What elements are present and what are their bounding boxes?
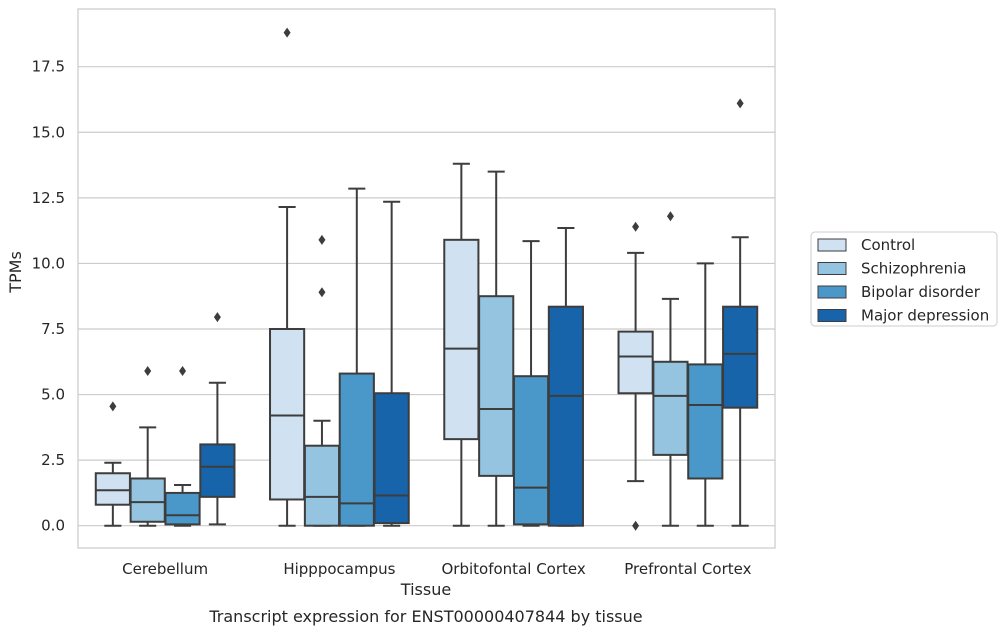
x-tick-label: Hipppocampus (283, 560, 395, 578)
box-plot (199, 312, 236, 526)
outlier-marker (736, 98, 744, 109)
box-plot (652, 211, 689, 527)
iqr-box (687, 363, 724, 480)
box-plot (512, 240, 550, 527)
y-tick-label: 12.5 (32, 189, 65, 207)
outlier-marker (318, 287, 326, 298)
legend-label: Control (861, 236, 915, 254)
box-plot (338, 187, 375, 527)
x-tick-label: Prefrontal Cortex (624, 560, 751, 578)
iqr-box (303, 444, 341, 527)
y-tick-label: 15.0 (32, 123, 65, 141)
outlier-marker (213, 312, 221, 323)
x-axis-ticks: Cerebellum Hipppocampus Orbitofontal Corte… (122, 560, 751, 578)
y-axis-ticks: 0.0 2.5 5.0 7.5 10.0 12.5 15.0 17.5 (32, 58, 65, 535)
legend: Control Schizophrenia Bipolar disorder Majo… (810, 231, 998, 327)
legend-swatch (817, 238, 847, 252)
legend-swatch (817, 285, 847, 299)
iqr-box (94, 472, 131, 506)
y-tick-label: 10.0 (32, 254, 65, 272)
iqr-box (443, 238, 480, 441)
iqr-box (129, 477, 166, 523)
box-plot (443, 162, 480, 527)
series-major-depression (199, 98, 759, 527)
iqr-box (269, 327, 306, 501)
iqr-box (547, 305, 584, 527)
y-tick-label: 0.0 (41, 517, 65, 535)
outlier-marker (632, 520, 640, 531)
x-tick-label: Cerebellum (122, 560, 208, 578)
outlier-marker (632, 221, 640, 232)
iqr-box (338, 372, 375, 527)
chart-caption: Transcript expression for ENST0000040784… (208, 607, 642, 626)
box-plot (129, 365, 166, 527)
y-tick-label: 7.5 (41, 320, 65, 338)
box-plot-series (94, 27, 759, 531)
legend-swatch (817, 262, 847, 275)
iqr-box (722, 305, 759, 409)
y-tick-label: 2.5 (41, 451, 65, 469)
iqr-box (512, 375, 550, 526)
box-plot (617, 221, 654, 531)
iqr-box (199, 443, 236, 498)
iqr-box (164, 491, 201, 526)
y-tick-label: 17.5 (32, 58, 65, 76)
y-axis-label: TPMs (6, 251, 25, 294)
box-plot (478, 170, 515, 527)
outlier-marker (318, 234, 326, 245)
box-plot (303, 234, 341, 527)
box-plot (94, 401, 131, 527)
legend-label: Schizophrenia (861, 260, 966, 278)
plot-area-frame (77, 8, 776, 549)
outlier-marker (109, 401, 117, 412)
iqr-box (478, 295, 515, 477)
outlier-marker (144, 365, 152, 376)
legend-frame (810, 231, 998, 327)
outlier-marker (666, 211, 674, 222)
legend-label: Major depression (861, 307, 989, 325)
box-plot (687, 262, 724, 527)
gridlines (78, 66, 775, 527)
x-tick-label: Orbitofontal Cortex (442, 560, 586, 578)
iqr-box (373, 392, 410, 525)
legend-label: Bipolar disorder (861, 283, 981, 301)
box-plot (722, 98, 759, 527)
box-plot (547, 227, 584, 527)
box-plot (164, 365, 201, 527)
outlier-marker (179, 365, 187, 376)
box-plot (373, 200, 410, 527)
x-axis-label: Tissue (400, 580, 451, 599)
legend-swatch (817, 309, 847, 322)
y-tick-label: 5.0 (41, 386, 65, 404)
box-plot (269, 27, 306, 527)
iqr-box (652, 360, 689, 456)
iqr-box (617, 330, 654, 395)
outlier-marker (283, 27, 291, 38)
